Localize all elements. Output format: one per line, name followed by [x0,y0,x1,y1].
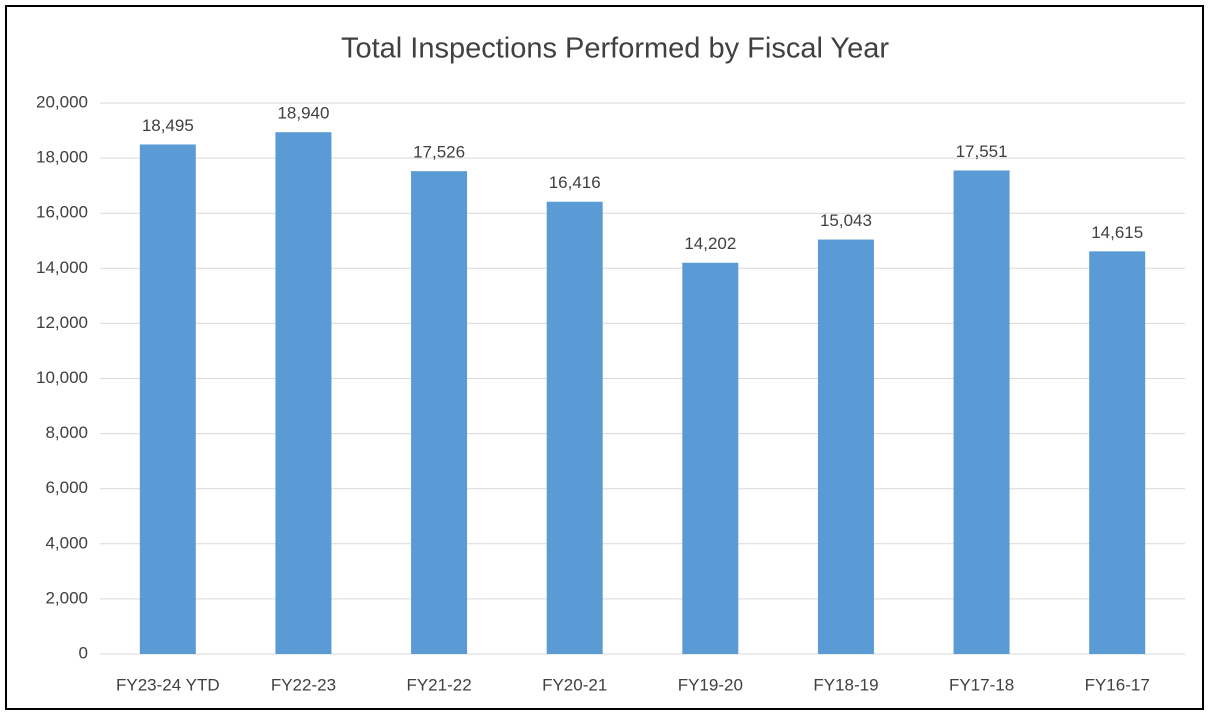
bar [411,171,468,655]
data-label: 14,615 [1091,223,1143,242]
bar [546,201,603,654]
data-label: 15,043 [820,211,872,230]
x-tick-label: FY20-21 [542,675,607,694]
x-tick-label: FY19-20 [678,675,743,694]
bar [275,132,332,654]
y-tick-label: 4,000 [45,533,88,552]
bar [953,170,1010,654]
data-label: 18,940 [277,104,329,123]
data-label: 18,495 [142,116,194,135]
data-label: 16,416 [549,173,601,192]
y-tick-label: 16,000 [36,203,88,222]
y-tick-label: 2,000 [45,588,88,607]
x-tick-label: FY23-24 YTD [116,675,220,694]
y-tick-label: 12,000 [36,313,88,332]
y-tick-label: 14,000 [36,258,88,277]
y-tick-label: 6,000 [45,478,88,497]
bar [139,144,196,654]
x-tick-label: FY18-19 [813,675,878,694]
data-label: 14,202 [684,234,736,253]
y-tick-label: 10,000 [36,368,88,387]
x-tick-label: FY21-22 [406,675,471,694]
bar [817,239,874,654]
y-tick-label: 18,000 [36,148,88,167]
bar [682,262,739,654]
data-label: 17,551 [956,142,1008,161]
chart-title: Total Inspections Performed by Fiscal Ye… [341,33,889,65]
bar [1089,251,1146,654]
y-tick-label: 20,000 [36,92,88,111]
x-tick-label: FY16-17 [1085,675,1150,694]
y-tick-label: 8,000 [45,423,88,442]
x-tick-label: FY17-18 [949,675,1014,694]
x-tick-label: FY22-23 [271,675,336,694]
data-label: 17,526 [413,143,465,162]
y-tick-label: 0 [79,643,88,662]
